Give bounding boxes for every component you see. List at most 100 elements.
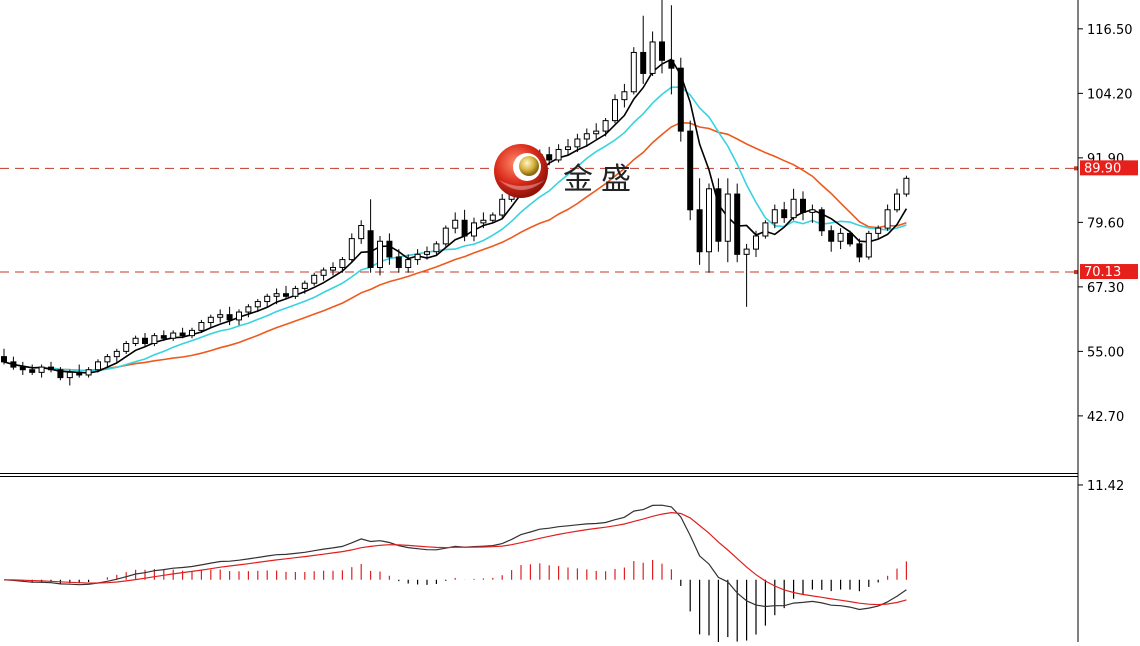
level-marker xyxy=(1074,166,1078,171)
candle-body-up xyxy=(649,41,656,74)
candle-body-down xyxy=(48,366,54,371)
candle-body-up xyxy=(489,214,496,221)
candle xyxy=(442,225,449,247)
candle-body-down xyxy=(142,337,148,345)
candle xyxy=(29,364,36,375)
candle xyxy=(593,123,600,139)
candle-body-up xyxy=(66,371,73,379)
candle-body-up xyxy=(170,332,177,339)
candle xyxy=(706,183,712,273)
candle-body-down xyxy=(76,371,83,376)
candle xyxy=(95,359,101,373)
candle xyxy=(847,230,853,247)
watermark-text: 金盛 xyxy=(563,162,639,197)
candle-body-down xyxy=(367,230,374,268)
candle xyxy=(781,201,788,223)
candle-body-up xyxy=(377,240,383,268)
candle-body-up xyxy=(809,209,816,213)
candle xyxy=(753,230,759,257)
candle-body-up xyxy=(236,311,242,321)
candle-body-up xyxy=(330,266,336,271)
candle xyxy=(198,319,205,334)
candle xyxy=(85,367,92,378)
candle-body-up xyxy=(414,253,421,261)
ma-slow-line xyxy=(3,121,907,372)
candle-body-up xyxy=(151,335,158,345)
candle xyxy=(818,207,825,236)
candle-body-up xyxy=(95,361,101,371)
candle-body-down xyxy=(283,293,289,297)
price-tag-label: 89.90 xyxy=(1084,161,1121,176)
candle-body-down xyxy=(19,366,26,371)
candle-body-up xyxy=(123,343,130,352)
candle-body-up xyxy=(132,337,139,345)
candle-body-up xyxy=(264,295,271,303)
candle xyxy=(367,199,374,273)
candle-body-down xyxy=(160,335,167,339)
candle xyxy=(499,194,506,218)
candle xyxy=(865,230,872,260)
candle-body-down xyxy=(1,356,7,363)
price-tag-label: 70.13 xyxy=(1084,265,1121,280)
price-y-tick-label: 116.50 xyxy=(1087,23,1133,38)
candle xyxy=(386,233,393,265)
candle-body-up xyxy=(424,251,430,255)
candle xyxy=(546,146,553,166)
candle-body-down xyxy=(659,41,665,61)
candle-body-down xyxy=(856,243,863,258)
candle xyxy=(170,330,177,341)
candle xyxy=(123,340,130,354)
candle-body-down xyxy=(847,232,853,245)
candle xyxy=(104,354,111,368)
candle xyxy=(330,262,336,276)
candle xyxy=(245,304,252,318)
candle xyxy=(254,298,261,313)
candle-body-up xyxy=(743,248,750,255)
candle-body-down xyxy=(640,51,647,74)
candle-body-up xyxy=(903,177,910,195)
level-marker xyxy=(1074,270,1078,275)
logo-emblem-icon xyxy=(494,144,548,198)
candle-body-up xyxy=(471,222,477,237)
candle xyxy=(461,209,468,242)
candle xyxy=(10,356,17,370)
candle-body-up xyxy=(38,366,45,373)
candle-body-up xyxy=(875,227,882,234)
candle xyxy=(76,364,83,378)
price-y-tick-label: 79.60 xyxy=(1087,216,1124,231)
candle xyxy=(696,178,703,265)
candle xyxy=(207,314,214,328)
candle xyxy=(433,241,440,255)
candle xyxy=(565,138,571,155)
candle xyxy=(894,188,900,213)
candle xyxy=(790,188,797,221)
candle xyxy=(151,333,158,347)
price-y-tick-label: 67.30 xyxy=(1087,281,1124,296)
candle xyxy=(273,288,280,305)
candle xyxy=(809,204,816,223)
candle xyxy=(48,361,54,373)
candle-body-down xyxy=(818,209,825,232)
candle xyxy=(283,285,289,299)
candle xyxy=(292,285,299,299)
candle-body-down xyxy=(461,219,468,237)
candle xyxy=(348,233,355,263)
candle xyxy=(734,183,741,263)
candle xyxy=(837,228,844,250)
candle-body-up xyxy=(339,259,346,268)
candle-body-up xyxy=(865,232,872,258)
candle-body-up xyxy=(565,146,571,150)
candle-body-up xyxy=(433,243,440,253)
signal-line xyxy=(3,511,907,606)
candle xyxy=(424,246,430,260)
candle-body-down xyxy=(800,198,806,213)
candle-body-down xyxy=(226,314,233,321)
candle-body-down xyxy=(734,193,741,255)
candle xyxy=(452,212,459,234)
candle xyxy=(884,204,891,231)
candle xyxy=(659,0,665,74)
candle-body-up xyxy=(612,99,618,122)
candle-body-up xyxy=(894,193,900,211)
candle-body-up xyxy=(207,316,214,324)
candle-body-down xyxy=(29,369,36,373)
